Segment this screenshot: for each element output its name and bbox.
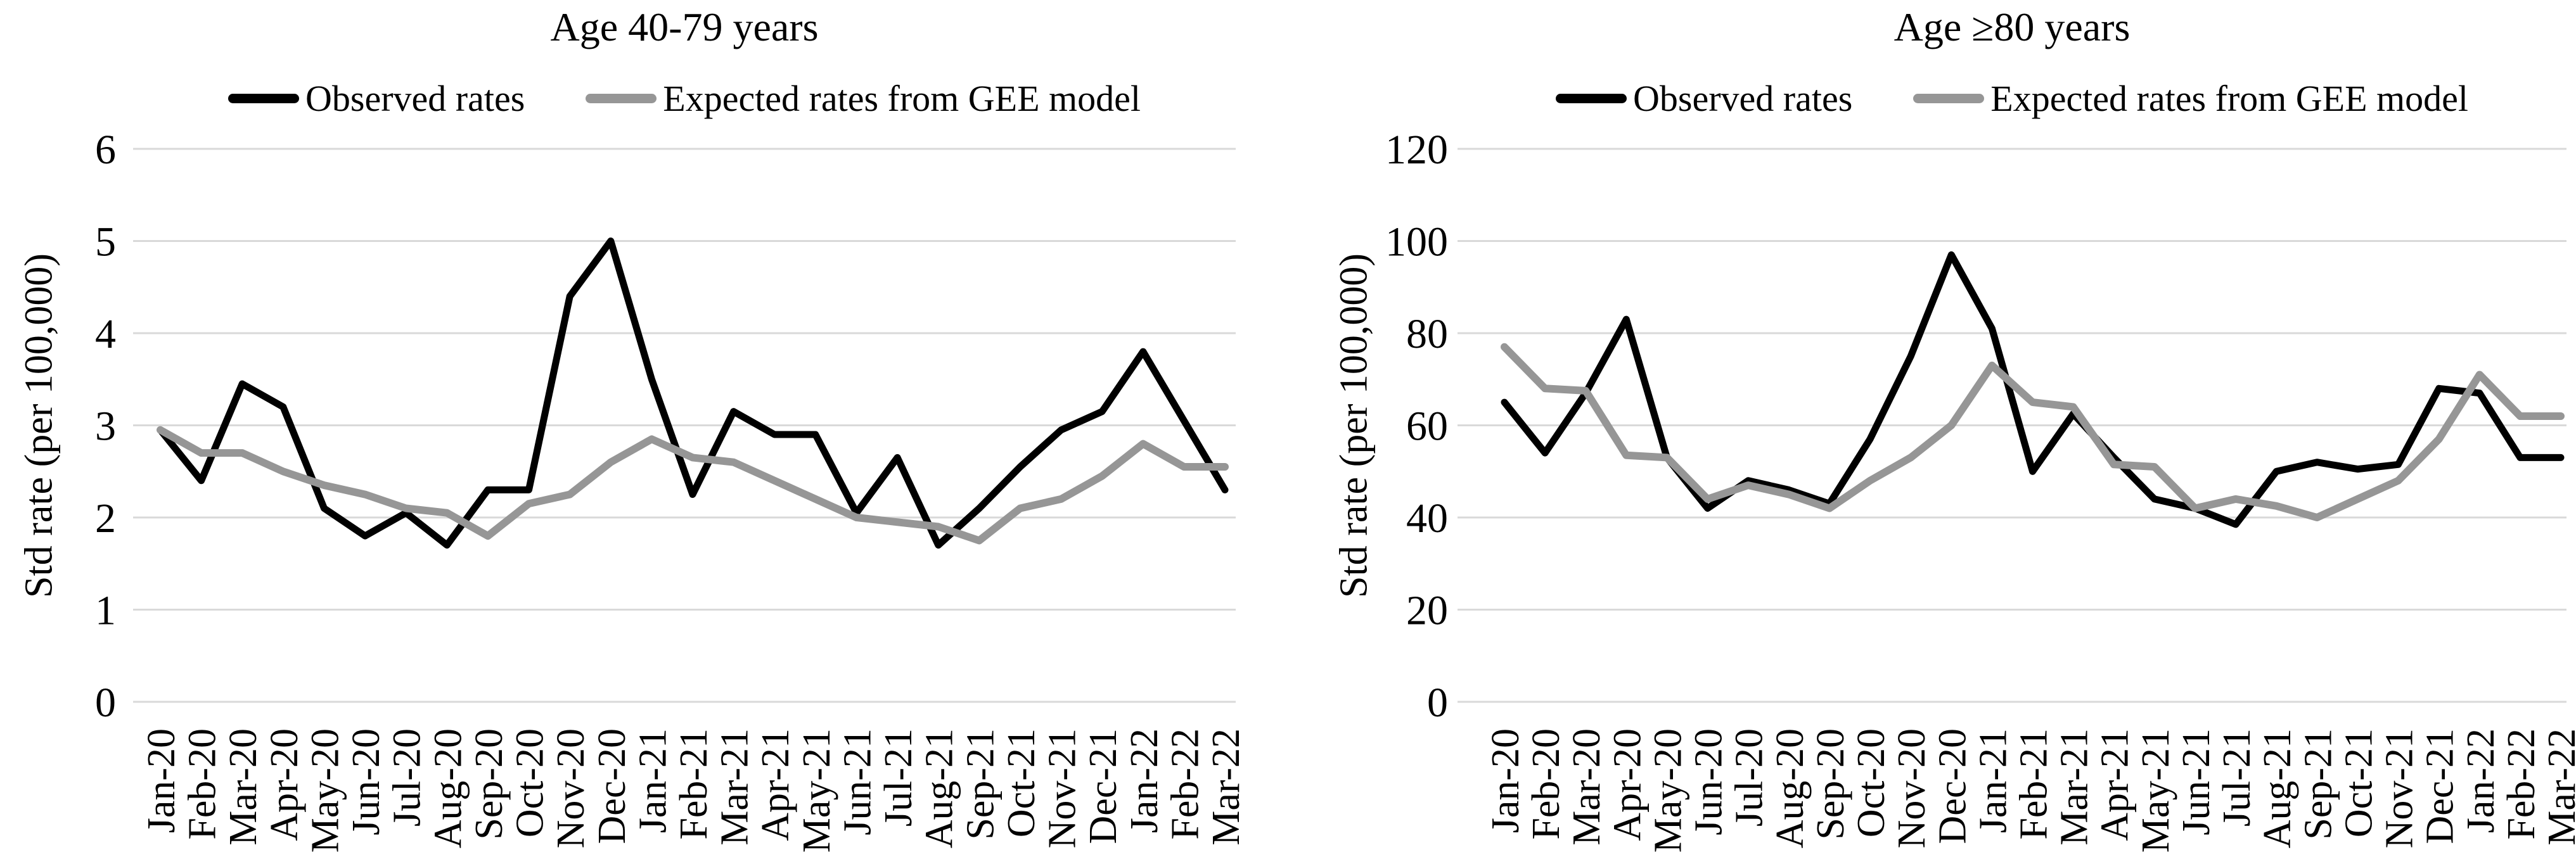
y-tick-label: 1	[95, 588, 116, 634]
y-tick-label: 2	[95, 495, 116, 542]
y-tick-label: 60	[1406, 403, 1448, 450]
x-tick-label: Sep-21	[2297, 728, 2340, 840]
x-tick-label: Aug-20	[426, 728, 470, 848]
chart-title: Age 40-79 years	[550, 4, 819, 49]
x-tick-label: Jan-22	[1123, 728, 1166, 833]
legend: Observed rates Expected rates from GEE m…	[1458, 77, 2566, 120]
y-tick-label: 120	[1385, 127, 1448, 173]
legend-item-expected: Expected rates from GEE model	[586, 77, 1141, 120]
x-tick-label: May-20	[1646, 728, 1689, 853]
y-tick-label: 0	[95, 680, 116, 726]
y-tick-label: 40	[1406, 495, 1448, 542]
y-tick-label: 20	[1406, 588, 1448, 634]
x-tick-label: Jun-21	[2175, 728, 2218, 835]
legend-item-label: Observed rates	[1633, 78, 1853, 119]
x-tick-label: Mar-22	[1205, 728, 1248, 846]
x-tick-label: Nov-21	[1041, 728, 1084, 848]
x-tick-label: Jan-21	[1971, 728, 2015, 833]
legend-item-label: Observed rates	[305, 78, 525, 119]
legend-item-label: Expected rates from GEE model	[663, 78, 1141, 119]
x-tick-label: Jun-20	[345, 728, 388, 835]
y-tick-label: 100	[1385, 219, 1448, 265]
legend-item-expected: Expected rates from GEE model	[1913, 77, 2468, 120]
legend-item-observed: Observed rates	[1556, 77, 1852, 120]
x-tick-label: Jul-21	[2215, 728, 2259, 827]
x-tick-label: Apr-20	[263, 728, 306, 841]
x-tick-label: Mar-22	[2541, 728, 2576, 846]
plot-svg: 020406080100120Jan-20Feb-20Mar-20Apr-20M…	[1385, 127, 2576, 853]
x-tick-label: Oct-20	[509, 728, 552, 837]
x-tick-label: Oct-20	[1850, 728, 1893, 837]
x-tick-label: Mar-21	[2053, 728, 2096, 846]
observed-line	[1501, 251, 2565, 528]
x-tick-label: Sep-20	[468, 728, 511, 840]
x-tick-label: Mar-21	[714, 728, 757, 846]
legend-item-observed: Observed rates	[228, 77, 525, 120]
legend: Observed rates Expected rates from GEE m…	[133, 77, 1236, 120]
y-tick-label: 6	[95, 127, 116, 173]
x-tick-label: Feb-20	[181, 728, 224, 840]
x-tick-label: Feb-20	[1525, 728, 1568, 840]
y-tick-label: 0	[1427, 680, 1448, 726]
x-tick-label: Sep-21	[959, 728, 1002, 840]
x-tick-label: Jun-21	[836, 728, 879, 835]
chart-title: Age ≥80 years	[1894, 4, 2131, 49]
x-tick-label: Apr-21	[754, 728, 797, 841]
x-tick-label: Jul-20	[1728, 728, 1771, 827]
x-tick-label: Jul-20	[386, 728, 429, 827]
x-tick-label: Feb-21	[2013, 728, 2056, 840]
y-tick-label: 80	[1406, 311, 1448, 357]
x-tick-label: Oct-21	[1000, 728, 1043, 837]
x-tick-label: Feb-22	[1163, 728, 1207, 840]
x-tick-label: May-21	[795, 728, 838, 853]
x-tick-label: Feb-21	[672, 728, 715, 840]
expected-line-swatch	[1913, 94, 1985, 103]
y-tick-label: 3	[95, 403, 116, 450]
plot-svg: 0123456Jan-20Feb-20Mar-20Apr-20May-20Jun…	[95, 127, 1248, 853]
x-tick-label: Dec-21	[1082, 728, 1125, 844]
x-tick-label: Mar-20	[1565, 728, 1608, 846]
x-tick-label: Jan-21	[631, 728, 674, 833]
x-tick-label: Sep-20	[1809, 728, 1852, 840]
observed-line-swatch	[228, 94, 300, 103]
x-tick-label: Oct-21	[2337, 728, 2380, 837]
x-tick-label: Dec-20	[591, 728, 634, 844]
chart-panel-age-80-plus: Age ≥80 years Observed rates Expected ra…	[1288, 0, 2576, 857]
expected-line	[157, 426, 1229, 545]
x-tick-label: Aug-20	[1769, 728, 1812, 848]
x-tick-label: Nov-20	[549, 728, 593, 848]
x-tick-label: Jan-20	[1484, 728, 1527, 833]
x-tick-label: Nov-21	[2378, 728, 2421, 848]
x-tick-label: Dec-20	[1931, 728, 1974, 844]
x-tick-label: Jun-20	[1688, 728, 1731, 835]
x-tick-label: Aug-21	[918, 728, 961, 848]
expected-line-swatch	[586, 94, 657, 103]
x-tick-label: Dec-21	[2419, 728, 2462, 844]
expected-line	[1501, 343, 2565, 521]
x-tick-label: Nov-20	[1890, 728, 1933, 848]
observed-line	[157, 238, 1229, 549]
x-tick-label: Feb-22	[2500, 728, 2543, 840]
x-tick-label: Aug-21	[2256, 728, 2299, 848]
observed-line-swatch	[1556, 94, 1627, 103]
x-tick-label: Jan-20	[140, 728, 183, 833]
x-tick-label: Mar-20	[222, 728, 265, 846]
x-tick-label: Apr-20	[1606, 728, 1649, 841]
x-tick-label: May-21	[2134, 728, 2177, 853]
x-tick-label: Jan-22	[2459, 728, 2502, 833]
y-tick-label: 5	[95, 219, 116, 265]
y-tick-label: 4	[95, 311, 116, 357]
x-tick-label: Apr-21	[2094, 728, 2137, 841]
x-tick-label: May-20	[304, 728, 347, 853]
legend-item-label: Expected rates from GEE model	[1990, 78, 2468, 119]
x-tick-label: Jul-21	[877, 728, 920, 827]
chart-panel-age-40-79: Age 40-79 years Observed rates Expected …	[18, 4, 1248, 853]
